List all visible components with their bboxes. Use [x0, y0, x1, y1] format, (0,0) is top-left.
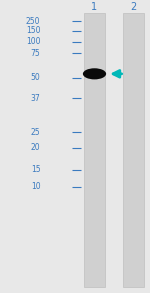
Text: 15: 15: [31, 166, 40, 174]
Bar: [84, 13, 105, 287]
Text: 20: 20: [31, 144, 40, 152]
Text: 25: 25: [31, 128, 40, 137]
Text: 10: 10: [31, 183, 40, 191]
Text: 1: 1: [92, 2, 98, 12]
Text: 250: 250: [26, 17, 40, 25]
Bar: [123, 13, 144, 287]
Ellipse shape: [83, 68, 106, 79]
Ellipse shape: [88, 71, 96, 76]
Text: 100: 100: [26, 37, 40, 46]
Text: 50: 50: [31, 73, 40, 82]
Text: 2: 2: [130, 2, 137, 12]
Text: 75: 75: [31, 49, 40, 58]
Ellipse shape: [86, 71, 101, 77]
Text: 37: 37: [31, 94, 40, 103]
Text: 150: 150: [26, 26, 40, 35]
